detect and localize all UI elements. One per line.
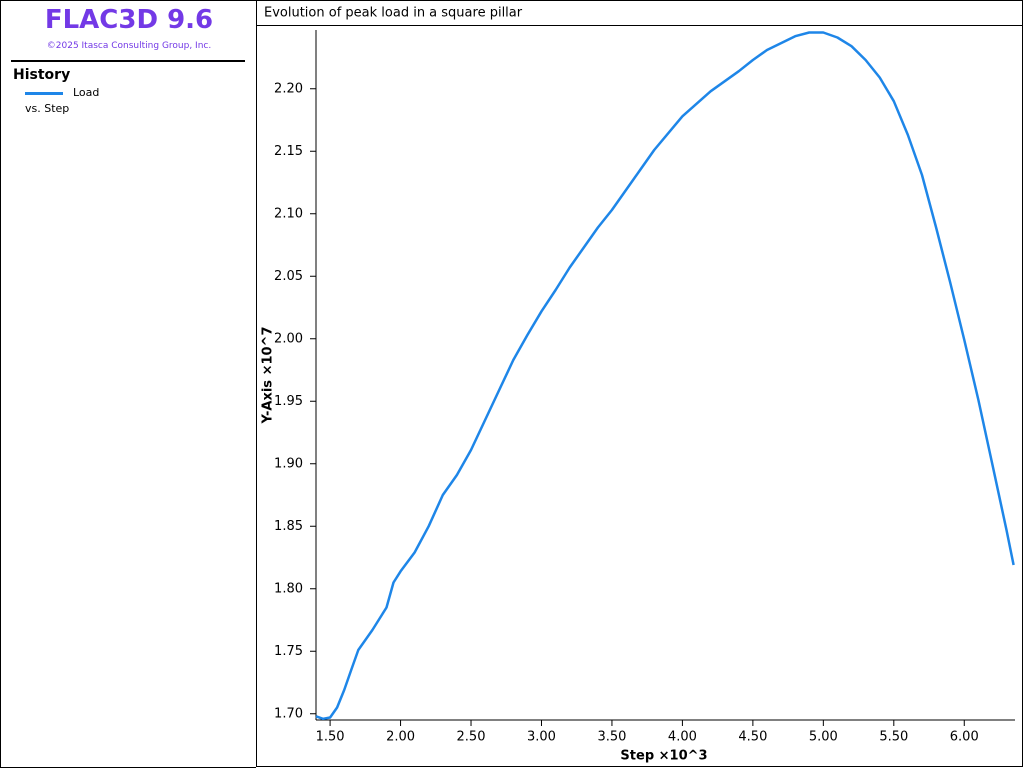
legend-label[interactable]: Load (73, 86, 100, 99)
x-tick-label: 2.50 (457, 730, 486, 745)
y-tick-label: 2.15 (274, 144, 303, 159)
x-tick-label: 3.50 (597, 730, 626, 745)
y-tick-label: 1.70 (274, 706, 303, 721)
y-tick-label: 1.90 (274, 456, 303, 471)
section-title: History (13, 67, 71, 83)
x-tick-label: 4.50 (738, 730, 767, 745)
x-tick-label: 3.00 (527, 730, 556, 745)
legend-swatch (25, 92, 63, 95)
x-tick-label: 6.00 (950, 730, 979, 745)
x-axis-label: Step ×10^3 (620, 749, 707, 764)
x-tick-label: 4.00 (668, 730, 697, 745)
y-tick-label: 1.75 (274, 644, 303, 659)
y-tick-label: 1.95 (274, 394, 303, 409)
y-tick-label: 2.05 (274, 269, 303, 284)
x-tick-label: 5.50 (879, 730, 908, 745)
x-tick-label: 2.00 (386, 730, 415, 745)
divider (11, 60, 245, 62)
x-tick-label: 5.00 (809, 730, 838, 745)
chart-frame (256, 0, 1023, 767)
sidebar: FLAC3D 9.6 ©2025 Itasca Consulting Group… (0, 0, 256, 768)
legend-axis-note: vs. Step (25, 102, 70, 115)
y-axis-label: Y-Axis ×10^7 (261, 327, 276, 425)
data-line (315, 31, 1015, 721)
y-tick-label: 2.20 (274, 81, 303, 96)
app-title: FLAC3D 9.6 (44, 5, 214, 35)
y-tick-label: 1.85 (274, 519, 303, 534)
x-tick-label: 1.50 (316, 730, 345, 745)
chart-title: Evolution of peak load in a square pilla… (264, 6, 523, 21)
y-tick-label: 1.80 (274, 581, 303, 596)
y-tick-label: 2.00 (274, 331, 303, 346)
copyright: ©2025 Itasca Consulting Group, Inc. (46, 41, 212, 51)
y-tick-label: 2.10 (274, 206, 303, 221)
